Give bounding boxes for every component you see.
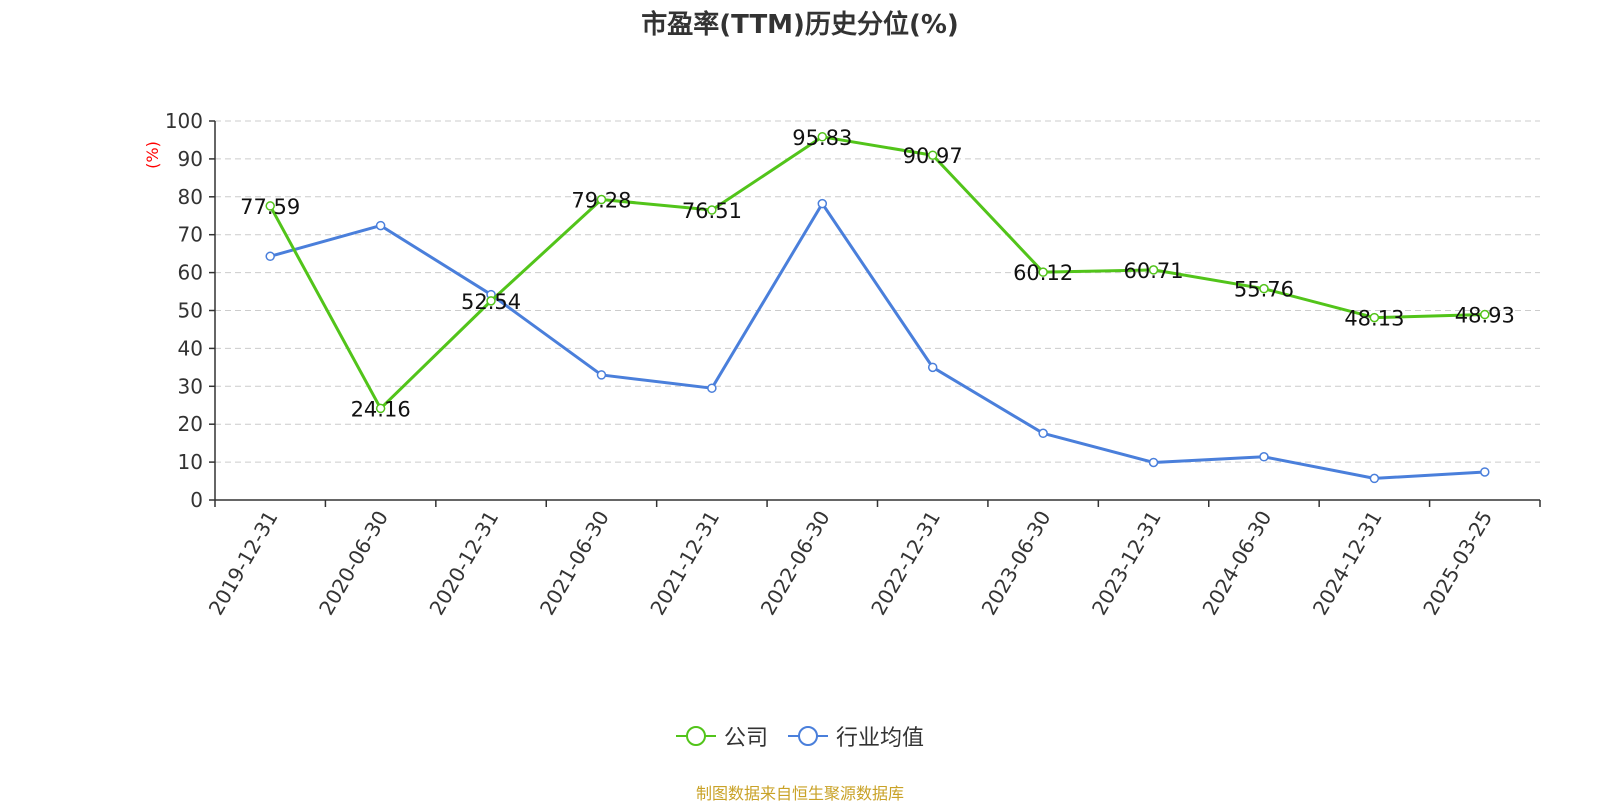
chart-title: 市盈率(TTM)历史分位(%): [641, 10, 959, 40]
data-point-1: [927, 362, 938, 373]
legend-label-industry-average: 行业均值: [836, 726, 925, 751]
legend: 公司 行业均值: [0, 720, 1600, 752]
x-tick-label: 2021-06-30: [535, 507, 614, 620]
legend-label-company: 公司: [723, 726, 768, 751]
data-point-0: [1369, 312, 1380, 323]
y-tick-label: 60: [178, 261, 203, 285]
data-point-0: [927, 150, 938, 160]
y-tick-label: 40: [178, 336, 203, 360]
data-point-0: [1148, 265, 1159, 275]
y-tick-label: 90: [178, 147, 203, 171]
series-lines: [265, 132, 1490, 484]
x-tick-label: 2020-06-30: [314, 507, 393, 620]
data-point-0: [596, 194, 607, 205]
data-point-0: [707, 205, 717, 215]
gridlines: [215, 120, 1540, 463]
data-labels: 77.59 24.16 52.54 79.28 76.51 95.83 90.97 60.12…: [240, 126, 1515, 422]
x-tick-label: 2023-06-30: [977, 507, 1056, 620]
y-tick-label: 50: [178, 299, 203, 323]
x-tick-label: 2024-06-30: [1197, 507, 1276, 620]
data-label: 77.59: [240, 195, 300, 219]
data-point-0: [375, 403, 386, 414]
data-point-1: [1480, 467, 1490, 477]
data-point-1: [1369, 473, 1380, 484]
legend-marker-company: [675, 726, 716, 746]
y-tick-label: 70: [178, 223, 203, 247]
data-point-0: [817, 132, 828, 142]
data-point-0: [1480, 309, 1490, 320]
x-tick-label: 2024-12-31: [1308, 507, 1387, 620]
source-note: 制图数据来自恒生聚源数据库: [695, 784, 904, 803]
data-point-1: [1148, 457, 1159, 468]
data-point-1: [596, 370, 607, 380]
x-tick-label: 2023-12-31: [1087, 507, 1166, 620]
data-label: 24.16: [351, 397, 411, 421]
data-label: 55.76: [1234, 278, 1294, 302]
legend-item-industry-average[interactable]: 行业均值: [788, 720, 924, 752]
data-label: 60.71: [1123, 259, 1183, 283]
data-label: 48.93: [1455, 304, 1515, 328]
y-tick-label: 10: [178, 450, 203, 474]
legend-item-company[interactable]: 公司: [675, 720, 768, 752]
x-tick-label: 2020-12-31: [424, 506, 503, 619]
y-tick-label: 0: [190, 488, 203, 512]
data-point-1: [1259, 452, 1269, 462]
data-point-0: [1038, 267, 1048, 277]
y-axis-label: (%): [143, 141, 162, 169]
data-label: 52.54: [461, 290, 521, 314]
x-tick-label: 2022-06-30: [756, 507, 835, 620]
legend-marker-industry-average: [788, 726, 828, 746]
data-point-1: [1038, 428, 1048, 439]
data-label: 48.13: [1344, 307, 1404, 331]
data-point-0: [265, 201, 275, 211]
y-tick-label: 30: [178, 374, 203, 398]
series-line-0: [268, 135, 1485, 410]
y-tick-label: 20: [178, 412, 203, 436]
x-tick-label: 2019-12-31: [204, 507, 283, 620]
data-point-0: [1259, 283, 1269, 294]
data-label: 79.28: [571, 189, 631, 213]
data-label: 76.51: [682, 199, 742, 223]
data-point-1: [265, 251, 275, 262]
data-point-1: [817, 198, 828, 209]
series-line-1: [269, 202, 1485, 480]
data-label: 60.12: [1013, 261, 1073, 285]
data-label: 90.97: [903, 144, 963, 168]
data-point-1: [375, 220, 386, 231]
data-label: 95.83: [792, 126, 852, 150]
y-tick-label: 100: [165, 109, 203, 133]
x-tick-label: 2021-12-31: [645, 507, 724, 620]
y-tick-label: 80: [178, 185, 203, 209]
data-point-0: [486, 296, 496, 306]
axes: 0 10 20 30 40 50 60 70 80 90 100 2019-12-31 2020-06-…: [165, 109, 1541, 620]
data-point-1: [707, 383, 717, 393]
x-tick-label: 2022-12-31: [866, 506, 945, 619]
x-tick-label: 2025-03-25: [1418, 507, 1497, 620]
